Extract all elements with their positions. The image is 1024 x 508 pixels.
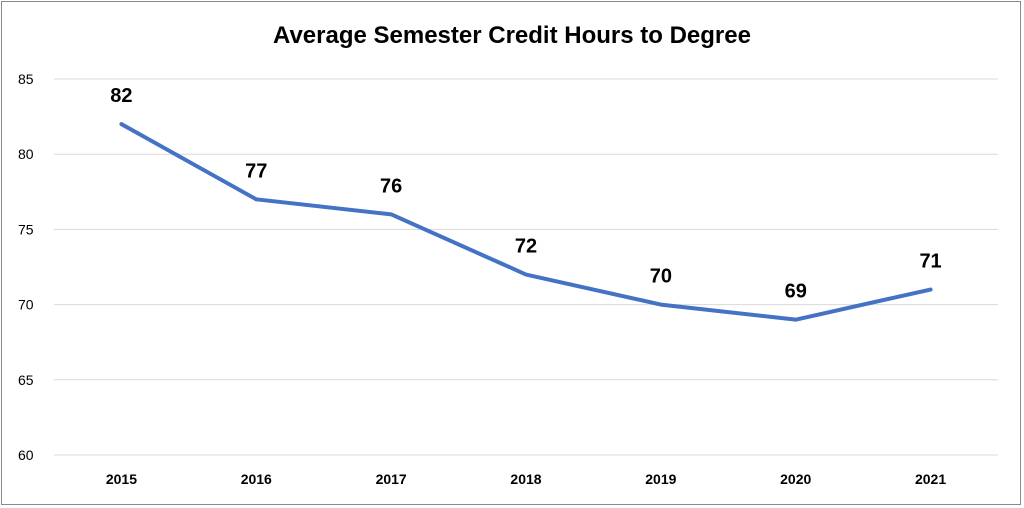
y-tick-label: 60 <box>18 447 34 463</box>
x-tick-label: 2017 <box>376 471 407 487</box>
data-label: 70 <box>650 266 672 288</box>
x-axis-ticks: 2015 2016 2017 2018 2019 2020 2021 <box>106 471 947 487</box>
x-tick-label: 2018 <box>510 471 541 487</box>
x-tick-label: 2021 <box>915 471 946 487</box>
data-label: 77 <box>245 160 267 182</box>
data-label: 69 <box>785 281 807 303</box>
data-label: 72 <box>515 236 537 258</box>
x-tick-label: 2015 <box>106 471 137 487</box>
data-label: 71 <box>919 251 941 273</box>
y-axis-ticks: 60 65 70 75 80 85 <box>18 71 34 463</box>
y-tick-label: 75 <box>18 221 34 237</box>
x-tick-label: 2019 <box>645 471 676 487</box>
data-label: 82 <box>110 85 132 107</box>
x-tick-label: 2016 <box>241 471 272 487</box>
series-lines <box>119 122 933 322</box>
data-labels: 82 77 76 72 70 69 71 <box>110 85 941 303</box>
data-label: 76 <box>380 175 402 197</box>
y-tick-label: 80 <box>18 146 34 162</box>
gridlines <box>54 78 998 456</box>
y-tick-label: 65 <box>18 372 34 388</box>
x-tick-label: 2020 <box>780 471 811 487</box>
series-line <box>119 122 933 322</box>
y-tick-label: 70 <box>18 297 34 313</box>
chart-title: Average Semester Credit Hours to Degree <box>273 22 751 49</box>
y-tick-label: 85 <box>18 71 34 87</box>
